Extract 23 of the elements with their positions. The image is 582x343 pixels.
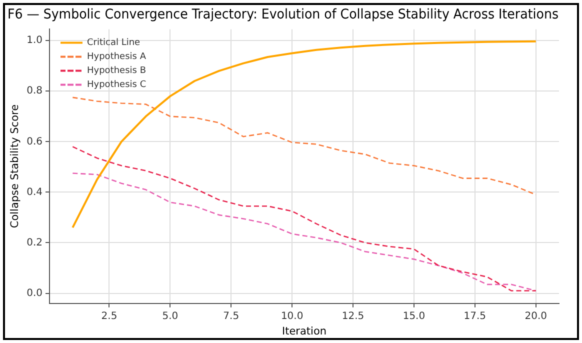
x-tick-label: 15.0 xyxy=(402,310,426,322)
legend-label: Critical Line xyxy=(87,38,141,48)
line-series xyxy=(72,146,536,292)
y-tick-label: 0.6 xyxy=(26,136,43,148)
y-tick-label: 0.8 xyxy=(26,86,43,97)
x-axis-title: Iteration xyxy=(282,325,327,338)
x-tick-label: 12.5 xyxy=(342,310,364,322)
y-tick-label: 0.4 xyxy=(26,186,43,198)
y-tick-label: 0.0 xyxy=(26,288,43,299)
y-tick-label: 1.0 xyxy=(26,35,43,46)
x-tick-label: 17.5 xyxy=(464,310,486,322)
legend-label: Hypothesis B xyxy=(87,66,146,76)
line-series xyxy=(72,96,536,196)
chart-title: F6 — Symbolic Convergence Trajectory: Evolution of Collapse Stability Across Iterations xyxy=(7,7,559,23)
x-tick-label: 7.5 xyxy=(223,310,240,322)
x-tick-label: 10.0 xyxy=(280,310,304,322)
legend-label: Hypothesis A xyxy=(87,52,147,62)
x-tick-label: 5.0 xyxy=(162,310,178,322)
x-tick-label: 2.5 xyxy=(101,310,118,322)
legend-label: Hypothesis C xyxy=(87,80,146,90)
x-tick-label: 20.0 xyxy=(524,310,547,322)
y-tick-label: 0.2 xyxy=(26,237,43,248)
y-axis-title: Collapse Stability Score xyxy=(9,104,22,228)
